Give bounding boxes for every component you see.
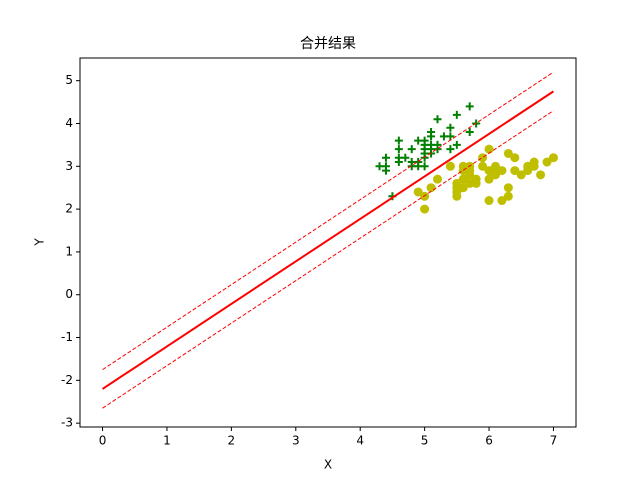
circle-point [445,161,455,171]
circle-point [471,174,481,184]
fit-line [101,90,555,390]
circle-point [548,153,558,163]
y-tick-label: -1 [61,330,73,344]
x-tick-label: 0 [99,434,107,448]
circle-point [490,161,500,171]
plus-point [394,136,403,145]
circle-point [542,157,552,167]
x-tick-label: 7 [550,434,558,448]
circle-point [413,187,423,197]
plus-point [452,140,461,149]
y-tick-label: 2 [65,202,73,216]
circle-point [433,174,443,184]
circle-point [452,178,462,188]
circle-point [484,196,494,206]
circle-point [484,166,494,176]
plus-point [446,145,455,154]
x-tick-label: 5 [421,434,429,448]
circle-point [484,144,494,154]
plus-point [427,128,436,137]
plus-point [407,145,416,154]
circle-point [503,191,513,201]
fit-line [102,71,554,371]
circle-point [465,178,475,188]
circle-point [478,161,488,171]
circle-point [420,204,430,214]
plus-point [381,162,390,171]
y-tick-label: 0 [65,287,73,301]
y-axis-label: Y [33,238,47,247]
x-tick-label: 6 [485,434,493,448]
y-tick-label: 5 [65,73,73,87]
y-tick-label: 1 [65,244,73,258]
plus-point [446,123,455,132]
plus-point [465,128,474,137]
circle-point [497,166,507,176]
plus-point [401,153,410,162]
chart-title: 合并结果 [300,36,356,52]
circle-point [478,153,488,163]
plus-point [381,153,390,162]
y-tick-label: 4 [65,116,73,130]
circle-point [484,174,494,184]
circle-point [516,170,526,180]
circle-point [529,157,539,167]
y-tick-label: 3 [65,159,73,173]
plot-frame [79,57,577,428]
fit-line [102,110,554,409]
plus-point [414,158,423,167]
y-tick-label: -3 [61,416,73,430]
x-tick-label: 3 [292,434,300,448]
circle-point [510,166,520,176]
plus-point [420,162,429,171]
circle-point [420,191,430,201]
x-tick-label: 2 [228,434,236,448]
plus-point [394,145,403,154]
circle-point [503,148,513,158]
x-axis-label: X [324,458,332,472]
plus-point [433,115,442,124]
circle-point [458,183,468,193]
x-tick-label: 4 [356,434,364,448]
circle-point [503,183,513,193]
plus-point [452,110,461,119]
plus-point [420,136,429,145]
circle-point [458,174,468,184]
circle-point [497,196,507,206]
plus-point [446,132,455,141]
plus-point [465,102,474,111]
circle-point [536,170,546,180]
y-tick-label: -2 [61,373,73,387]
circle-point [523,161,533,171]
circle-point [510,153,520,163]
x-tick-label: 1 [163,434,171,448]
plus-point [433,140,442,149]
